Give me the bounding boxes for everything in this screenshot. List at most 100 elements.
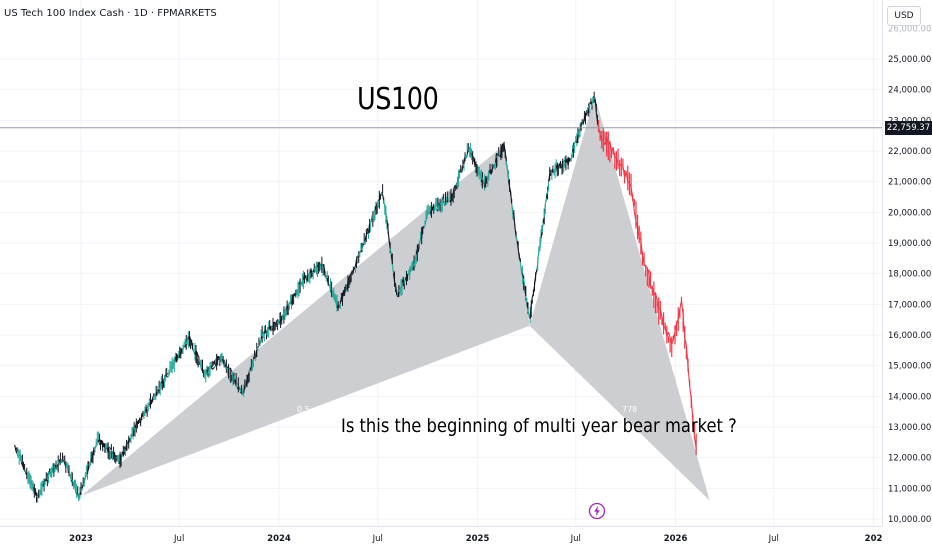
y-tick-label: 15,000.00	[888, 362, 931, 372]
x-axis[interactable]: 2023 Jul 2024 Jul 2025 Jul 2026 Jul 202	[69, 534, 882, 544]
price-candle	[435, 208, 436, 209]
price-candle	[383, 194, 384, 200]
price-candle	[213, 367, 214, 368]
question-annotation: Is this the beginning of multi year bear…	[341, 415, 737, 437]
y-tick-label: 16,000.00	[888, 331, 931, 341]
projection-bar	[621, 165, 623, 166]
y-tick-label: 19,000.00	[888, 239, 931, 249]
price-candle	[143, 416, 144, 417]
price-candle	[584, 117, 585, 118]
x-tick-label: 2026	[664, 534, 688, 544]
x-tick-label: Jul	[768, 534, 779, 544]
price-candle	[289, 302, 290, 303]
price-candle	[544, 204, 545, 218]
price-candle	[28, 475, 29, 476]
price-candle	[145, 410, 146, 411]
price-candle	[363, 244, 364, 245]
x-tick-label: Jul	[372, 534, 383, 544]
price-candle	[462, 165, 463, 172]
fib-label-right: 778	[622, 405, 637, 414]
price-candle	[212, 368, 213, 369]
y-tick-label: 12,000.00	[888, 454, 931, 464]
price-candle	[315, 271, 316, 272]
price-candle	[39, 495, 40, 496]
price-candle	[528, 310, 529, 317]
y-tick-label: 21,000.00	[888, 178, 931, 188]
price-candle	[466, 154, 467, 158]
price-candle	[84, 477, 85, 484]
price-candle	[271, 330, 272, 331]
price-candle	[168, 376, 169, 378]
chart-title: US Tech 100 Index Cash · 1D · FPMARKETS	[4, 8, 217, 19]
y-axis[interactable]: 10,000.0011,000.0012,000.0013,000.0014,0…	[888, 24, 931, 525]
price-candle	[503, 144, 504, 145]
y-tick-label: 25,000.00	[888, 55, 931, 65]
price-candle	[136, 423, 137, 424]
price-candle	[563, 160, 564, 161]
price-candle	[535, 276, 536, 286]
price-candle	[538, 250, 539, 263]
price-candle	[542, 223, 543, 232]
price-candle	[581, 124, 582, 125]
x-tick-label: 2023	[69, 534, 93, 544]
y-tick-label: 17,000.00	[888, 300, 931, 310]
price-candle	[548, 182, 549, 194]
price-candle	[370, 222, 371, 223]
currency-selector[interactable]: USD	[887, 6, 921, 26]
price-candle	[487, 177, 488, 178]
price-candle	[146, 409, 147, 410]
price-candle	[357, 258, 358, 259]
price-candle	[260, 338, 261, 344]
price-candle	[112, 453, 113, 454]
x-tick-label: 2024	[267, 534, 291, 544]
price-candle	[388, 230, 389, 241]
pattern-triangle-xab	[81, 145, 530, 496]
y-tick-label: 13,000.00	[888, 423, 931, 433]
price-candle	[18, 455, 19, 456]
price-candle	[15, 445, 16, 450]
price-candle	[34, 490, 35, 491]
y-tick-label: 20,000.00	[888, 208, 931, 218]
price-candle	[141, 414, 142, 421]
price-candle	[230, 369, 231, 370]
price-candle	[448, 200, 449, 201]
projection-bar	[688, 366, 690, 386]
price-candle	[109, 447, 110, 448]
fib-label-left: 0.5	[297, 405, 310, 414]
price-candle	[583, 118, 584, 124]
y-tick-label: 22,000.00	[888, 147, 931, 157]
y-tick-label: 14,000.00	[888, 392, 931, 402]
projection-bar	[659, 308, 661, 309]
price-candle	[376, 205, 377, 206]
x-tick-label: Jul	[570, 534, 581, 544]
price-candle	[545, 198, 546, 203]
price-candle	[198, 356, 199, 359]
x-tick-label: 2025	[466, 534, 490, 544]
price-candle	[400, 288, 401, 289]
price-candle	[437, 210, 438, 211]
price-candle	[513, 213, 514, 214]
price-candle	[593, 97, 594, 98]
price-candle	[428, 212, 429, 213]
harmonic-pattern	[81, 96, 710, 501]
price-candle	[384, 200, 385, 207]
price-candle	[549, 175, 550, 182]
price-candle	[30, 480, 31, 481]
current-price-tag: 22,759.37	[885, 121, 932, 135]
pattern-triangle-bcd	[530, 96, 710, 501]
price-candle	[286, 308, 287, 309]
price-candle	[204, 372, 205, 373]
price-candle	[312, 272, 313, 273]
price-candle	[444, 205, 445, 206]
lightning-bolt-icon[interactable]	[588, 502, 606, 520]
symbol-annotation: US100	[357, 82, 438, 117]
price-candle	[35, 491, 36, 497]
x-tick-label: 202	[865, 534, 883, 544]
y-tick-label: 10,000.00	[888, 515, 931, 525]
price-candle	[539, 249, 540, 250]
price-candle	[489, 171, 490, 172]
price-candle	[475, 165, 476, 166]
x-tick-label: Jul	[173, 534, 184, 544]
